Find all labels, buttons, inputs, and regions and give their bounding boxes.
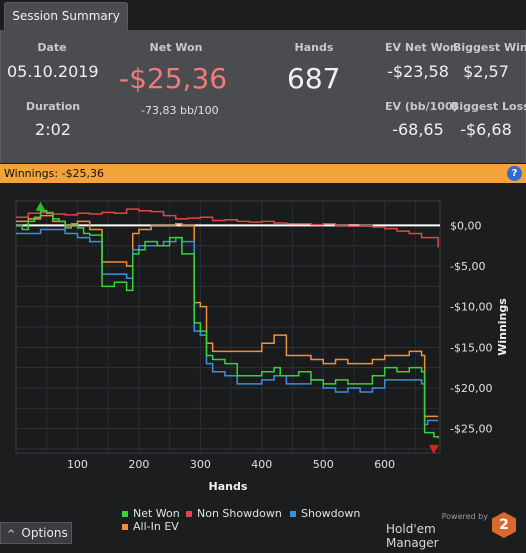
winnings-value: -$25,36 <box>61 167 105 180</box>
series-line-non-showdown <box>16 208 439 248</box>
x-tick-label: 400 <box>251 458 272 471</box>
biggest-win-label: Biggest Win <box>453 41 526 54</box>
x-tick-label: 500 <box>313 458 334 471</box>
y-tick-label: -$5,00 <box>450 260 485 273</box>
brand-logo-area: Powered by Hold'em Manager 2 <box>386 508 520 550</box>
y-tick-label: $0,00 <box>450 219 482 232</box>
winnings-label: Winnings: <box>4 167 59 180</box>
ev-netwon-value: -$23,58 <box>387 62 449 81</box>
netwon-bb100: -73,83 bb/100 <box>141 104 219 117</box>
y-axis-label: Winnings <box>496 298 509 356</box>
biggest-loss-label: Biggest Loss <box>451 100 526 113</box>
hands-value: 687 <box>287 62 341 95</box>
duration-label: Duration <box>25 100 81 113</box>
x-axis-label: Hands <box>209 480 248 493</box>
x-tick-label: 300 <box>190 458 211 471</box>
x-tick-label: 100 <box>67 458 88 471</box>
ev-netwon-label: EV Net Won <box>385 41 458 54</box>
options-arrow-icon: ^ <box>7 529 16 540</box>
legend-swatch <box>122 524 128 530</box>
winnings-bar: Winnings: -$25,36 ? <box>0 164 526 183</box>
max-marker-icon <box>35 201 46 211</box>
x-tick-label: 600 <box>374 458 395 471</box>
hm2-logo-icon: 2 <box>492 512 516 538</box>
min-marker-icon <box>428 444 439 454</box>
netwon-value: -$25,36 <box>119 62 228 95</box>
y-tick-label: -$15,00 <box>450 341 492 354</box>
series-line-all-in-ev <box>16 214 439 418</box>
ev-bb100-label: EV (bb/100) <box>385 100 458 113</box>
options-label: Options <box>21 526 68 540</box>
x-tick-label: 200 <box>128 458 149 471</box>
options-button[interactable]: ^ Options <box>0 522 72 544</box>
winnings-chart: 100 200 300 400 500 600 $0,00 -$5,00 -$10,00 -$15… <box>0 183 526 549</box>
netwon-label: Net Won <box>149 41 203 54</box>
date-value: 05.10.2019 <box>7 62 99 81</box>
hands-label: Hands <box>294 41 334 54</box>
powered-by-text: Powered by <box>441 512 488 521</box>
series-line-net-won <box>16 210 439 439</box>
legend-swatch <box>122 511 128 517</box>
help-icon[interactable]: ? <box>507 166 522 181</box>
tab-bar: Session Summary <box>0 0 526 30</box>
legend-swatch <box>186 511 192 517</box>
tab-session-summary[interactable]: Session Summary <box>4 2 128 30</box>
legend-label: Non Showdown <box>197 507 282 520</box>
legend-label: Net Won <box>133 507 180 520</box>
y-tick-label: -$20,00 <box>450 382 492 395</box>
biggest-win-value: $2,57 <box>463 62 509 81</box>
biggest-loss-value: -$6,68 <box>460 120 512 139</box>
winnings-graph: 100 200 300 400 500 600 $0,00 -$5,00 -$10,00 -$15… <box>15 200 509 533</box>
legend-label: Showdown <box>301 507 360 520</box>
ev-bb100-value: -68,65 <box>392 120 444 139</box>
date-label: Date <box>37 41 67 54</box>
legend-swatch <box>290 511 296 517</box>
brand-name: Hold'em Manager <box>386 522 439 550</box>
duration-value: 2:02 <box>35 120 71 139</box>
y-tick-label: -$10,00 <box>450 301 492 314</box>
legend-label: All-In EV <box>133 520 179 533</box>
session-summary-panel: Date 05.10.2019 Duration 2:02 Net Won -$… <box>0 30 526 163</box>
y-tick-label: -$25,00 <box>450 423 492 436</box>
